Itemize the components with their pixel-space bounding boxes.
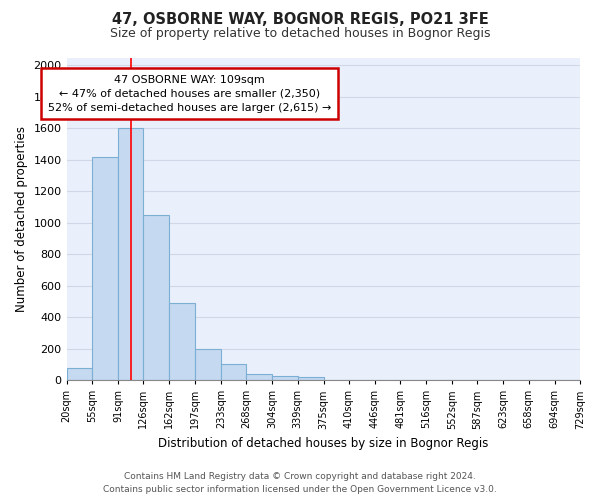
Text: 47, OSBORNE WAY, BOGNOR REGIS, PO21 3FE: 47, OSBORNE WAY, BOGNOR REGIS, PO21 3FE [112,12,488,28]
Bar [143,215,169,380]
Bar [169,303,195,380]
Y-axis label: Number of detached properties: Number of detached properties [15,126,28,312]
Text: 47 OSBORNE WAY: 109sqm
← 47% of detached houses are smaller (2,350)
52% of semi-: 47 OSBORNE WAY: 109sqm ← 47% of detached… [48,75,331,113]
Bar [221,364,246,380]
Bar [195,348,221,380]
X-axis label: Distribution of detached houses by size in Bognor Regis: Distribution of detached houses by size … [158,437,488,450]
Bar [67,368,92,380]
Text: Contains HM Land Registry data © Crown copyright and database right 2024.
Contai: Contains HM Land Registry data © Crown c… [103,472,497,494]
Bar [272,376,298,380]
Bar [92,156,118,380]
Bar [298,377,323,380]
Text: Size of property relative to detached houses in Bognor Regis: Size of property relative to detached ho… [110,28,490,40]
Bar [246,374,272,380]
Bar [118,128,143,380]
